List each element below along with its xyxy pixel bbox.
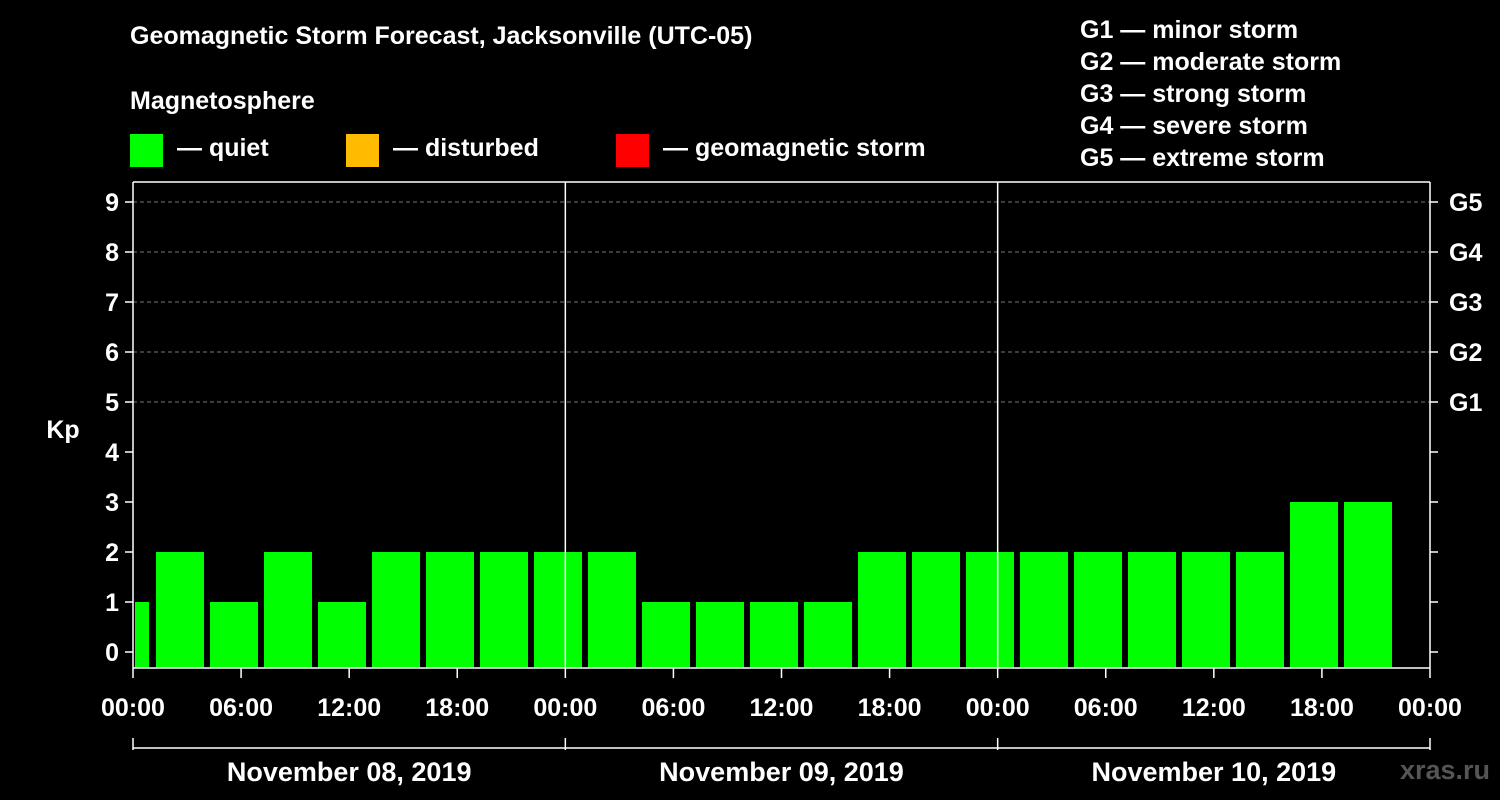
kp-bar (912, 552, 960, 668)
kp-bar (426, 552, 474, 668)
x-tick-label: 12:00 (317, 694, 381, 722)
storm-scale-g4: G4 — severe storm (1080, 112, 1308, 140)
kp-bar (588, 552, 636, 668)
legend-swatch-disturbed (346, 133, 379, 167)
kp-bar (1182, 552, 1230, 668)
x-tick-label: 18:00 (858, 694, 922, 722)
y-tick-label: 9 (105, 189, 119, 217)
chart-title: Geomagnetic Storm Forecast, Jacksonville… (130, 22, 753, 50)
x-tick-label: 00:00 (966, 694, 1030, 722)
kp-bar (534, 552, 582, 668)
storm-level-label: G4 (1449, 239, 1482, 267)
legend-heading: Magnetosphere (130, 87, 315, 115)
x-tick-label: 00:00 (101, 694, 165, 722)
kp-bar (966, 552, 1014, 668)
x-tick-label: 12:00 (750, 694, 814, 722)
storm-scale-legend: G1 — minor storm G2 — moderate storm G3 … (1080, 14, 1341, 174)
y-tick-label: 1 (105, 589, 119, 617)
x-tick-label: 12:00 (1182, 694, 1246, 722)
kp-bar (372, 552, 420, 668)
legend-label-disturbed: — disturbed (393, 133, 539, 162)
x-tick-label: 00:00 (533, 694, 597, 722)
kp-bar (135, 602, 149, 668)
storm-level-label: G3 (1449, 289, 1482, 317)
kp-bar (804, 602, 852, 668)
x-tick-label: 06:00 (209, 694, 273, 722)
kp-bar (642, 602, 690, 668)
x-tick-label: 18:00 (1290, 694, 1354, 722)
legend-label-quiet: — quiet (177, 133, 269, 162)
watermark: xras.ru (1399, 755, 1490, 785)
kp-bar (210, 602, 258, 668)
y-tick-label: 7 (105, 289, 119, 317)
x-tick-label: 18:00 (425, 694, 489, 722)
y-tick-label: 3 (105, 489, 119, 517)
x-tick-label: 06:00 (1074, 694, 1138, 722)
kp-bar (1074, 552, 1122, 668)
storm-scale-g1: G1 — minor storm (1080, 16, 1299, 44)
y-tick-label: 4 (105, 439, 119, 467)
kp-bar (1290, 502, 1338, 668)
kp-bar (1236, 552, 1284, 668)
storm-level-label: G2 (1449, 339, 1482, 367)
legend-swatch-quiet (130, 133, 163, 167)
kp-bar (264, 552, 312, 668)
kp-bar (696, 602, 744, 668)
storm-scale-g5: G5 — extreme storm (1080, 144, 1325, 172)
x-tick-label: 06:00 (641, 694, 705, 722)
storm-level-label: G1 (1449, 389, 1482, 417)
kp-bar (318, 602, 366, 668)
kp-bar (1344, 502, 1392, 668)
x-tick-label: 00:00 (1398, 694, 1462, 722)
legend-item-disturbed: — disturbed (346, 133, 539, 167)
storm-scale-g3: G3 — strong storm (1080, 80, 1307, 108)
kp-bar (1020, 552, 1068, 668)
kp-bar (750, 602, 798, 668)
y-tick-label: 5 (105, 389, 119, 417)
legend-item-quiet: — quiet (130, 133, 269, 167)
day-label: November 10, 2019 (1092, 757, 1337, 787)
legend-swatch-storm (616, 133, 649, 167)
kp-bar (156, 552, 204, 668)
y-tick-label: 8 (105, 239, 119, 267)
day-label: November 09, 2019 (659, 757, 904, 787)
legend-label-storm: — geomagnetic storm (663, 133, 926, 162)
kp-bar (858, 552, 906, 668)
kp-bar (480, 552, 528, 668)
kp-bar (1128, 552, 1176, 668)
y-axis-label: Kp (46, 416, 79, 444)
y-tick-label: 0 (105, 639, 119, 667)
day-label: November 08, 2019 (227, 757, 472, 787)
storm-level-label: G5 (1449, 189, 1482, 217)
y-tick-label: 6 (105, 339, 119, 367)
y-tick-label: 2 (105, 539, 119, 567)
storm-scale-g2: G2 — moderate storm (1080, 48, 1342, 76)
legend-item-storm: — geomagnetic storm (616, 133, 926, 167)
